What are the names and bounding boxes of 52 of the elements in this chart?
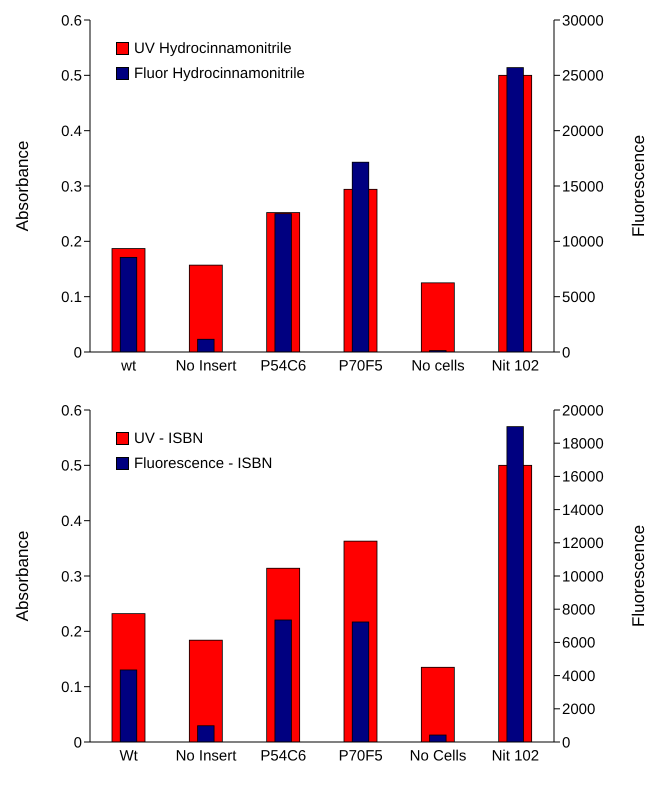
y-tick-label: 0.3 (61, 178, 82, 196)
y-axis-title: Absorbance (13, 140, 32, 232)
y-axis-title: Absorbance (13, 530, 32, 622)
y-tick-label: 0.1 (61, 678, 82, 696)
x-tick-label: No Insert (176, 358, 238, 375)
legend-label: UV - ISBN (134, 429, 204, 449)
y-tick-label: 0.4 (61, 122, 82, 140)
x-tick-label: Nit 102 (492, 358, 540, 375)
y2-tick-label: 8000 (562, 602, 596, 619)
y2-tick-label: 0 (562, 344, 570, 362)
y2-tick-label: 5000 (562, 288, 596, 306)
y-tick-label: 0.3 (61, 568, 82, 586)
y-tick-label: 0.1 (61, 288, 82, 306)
y-tick-label: 0.6 (61, 402, 82, 420)
y2-tick-label: 14000 (562, 502, 604, 519)
y2-tick-label: 2000 (562, 701, 596, 718)
y2-tick-label: 0 (562, 734, 570, 752)
y2-tick-label: 4000 (562, 668, 596, 685)
y2-tick-label: 20000 (562, 402, 604, 420)
legend-label: Fluorescence - ISBN (134, 454, 272, 474)
x-tick-label: No cells (411, 358, 465, 375)
y-tick-label: 0.6 (61, 12, 82, 30)
x-tick-label: P70F5 (338, 358, 383, 375)
y-tick-label: 0 (74, 344, 82, 362)
y2-tick-label: 30000 (562, 12, 604, 30)
y-tick-label: 0.5 (61, 68, 82, 85)
y-tick-label: 0.2 (61, 624, 82, 641)
y-tick-label: 0.4 (61, 512, 82, 530)
y2-tick-label: 12000 (562, 535, 604, 552)
y-tick-label: 0.5 (61, 458, 82, 475)
y2-axis-title: Fluorescence (629, 134, 648, 238)
y2-tick-label: 15000 (562, 178, 604, 196)
y2-tick-label: 20000 (562, 122, 604, 140)
y2-tick-label: 25000 (562, 68, 604, 85)
x-tick-label: Wt (120, 748, 139, 765)
y-tick-label: 0 (74, 734, 82, 752)
x-tick-label: wt (120, 358, 137, 375)
x-tick-label: P54C6 (260, 358, 306, 375)
x-tick-label: Nit 102 (492, 748, 540, 765)
x-tick-label: P70F5 (338, 748, 383, 765)
y2-tick-label: 10000 (562, 234, 604, 251)
legend-label: Fluor Hydrocinnamonitrile (134, 64, 305, 84)
legend-label: UV Hydrocinnamonitrile (134, 39, 292, 59)
x-tick-label: No Cells (410, 748, 466, 765)
y-tick-label: 0.2 (61, 234, 82, 251)
x-tick-label: P54C6 (260, 748, 306, 765)
y2-tick-label: 18000 (562, 436, 604, 453)
y2-tick-label: 16000 (562, 468, 604, 486)
y2-tick-label: 10000 (562, 568, 604, 586)
x-tick-label: No Insert (176, 748, 238, 765)
y2-tick-label: 6000 (562, 634, 596, 652)
y2-axis-title: Fluorescence (629, 524, 648, 628)
